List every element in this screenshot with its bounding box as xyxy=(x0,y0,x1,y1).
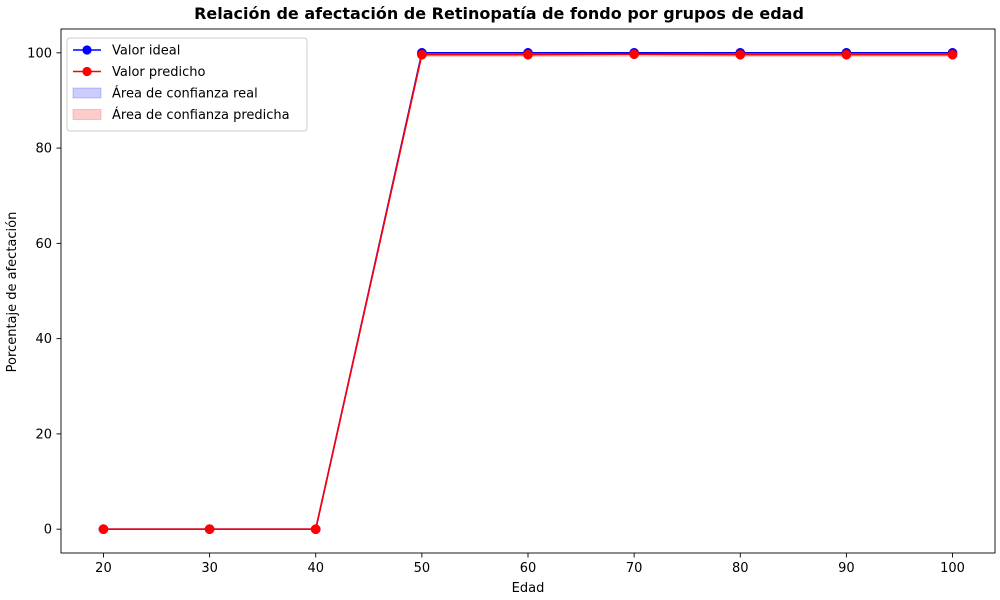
legend: Valor ideal Valor predicho Área de confian… xyxy=(66,37,308,132)
y-tick-label: 40 xyxy=(35,332,52,347)
x-tick-label: 80 xyxy=(732,561,749,576)
y-tick-label: 60 xyxy=(35,237,52,252)
y-tick-label: 0 xyxy=(44,523,52,538)
data-point-series-2 xyxy=(417,49,427,60)
data-point-series-2 xyxy=(947,49,958,60)
y-tick-label: 80 xyxy=(35,142,52,157)
data-point-series-2 xyxy=(523,49,533,60)
data-point-series-2 xyxy=(735,49,746,60)
chart-title: Relación de afectación de Retinopatía de… xyxy=(194,4,804,23)
legend-area-swatch xyxy=(72,87,102,99)
legend-marker-swatch xyxy=(82,45,92,55)
legend-label: Valor ideal xyxy=(112,44,180,59)
legend-marker-swatch xyxy=(82,66,92,77)
y-tick-label: 100 xyxy=(27,46,52,61)
x-tick-label: 20 xyxy=(95,561,112,576)
legend-label: Valor predicho xyxy=(112,65,205,80)
x-tick-label: 60 xyxy=(520,561,537,576)
legend-label: Área de confianza predicha xyxy=(112,107,290,123)
x-tick-label: 100 xyxy=(940,561,965,576)
x-axis-label: Edad xyxy=(512,581,545,596)
x-tick-label: 50 xyxy=(414,561,431,576)
legend-box xyxy=(66,37,308,132)
plot-area: 20 30 40 50 60 70 80 90 100 0 20 40 60 80 100 xyxy=(27,28,996,576)
y-tick-label: 20 xyxy=(35,427,52,442)
data-point-series-2 xyxy=(310,524,321,535)
x-tick-label: 70 xyxy=(626,561,643,576)
legend-label: Área de confianza real xyxy=(112,86,258,102)
x-tick-label: 90 xyxy=(838,561,855,576)
data-point-series-2 xyxy=(629,49,639,60)
data-point-series-2 xyxy=(98,524,109,535)
data-point-series-2 xyxy=(204,524,215,535)
legend-area-swatch xyxy=(72,109,102,120)
x-tick-label: 40 xyxy=(307,561,324,576)
y-axis-label: Porcentaje de afectación xyxy=(5,212,20,373)
data-point-series-2 xyxy=(841,49,852,60)
x-tick-label: 30 xyxy=(201,561,218,576)
